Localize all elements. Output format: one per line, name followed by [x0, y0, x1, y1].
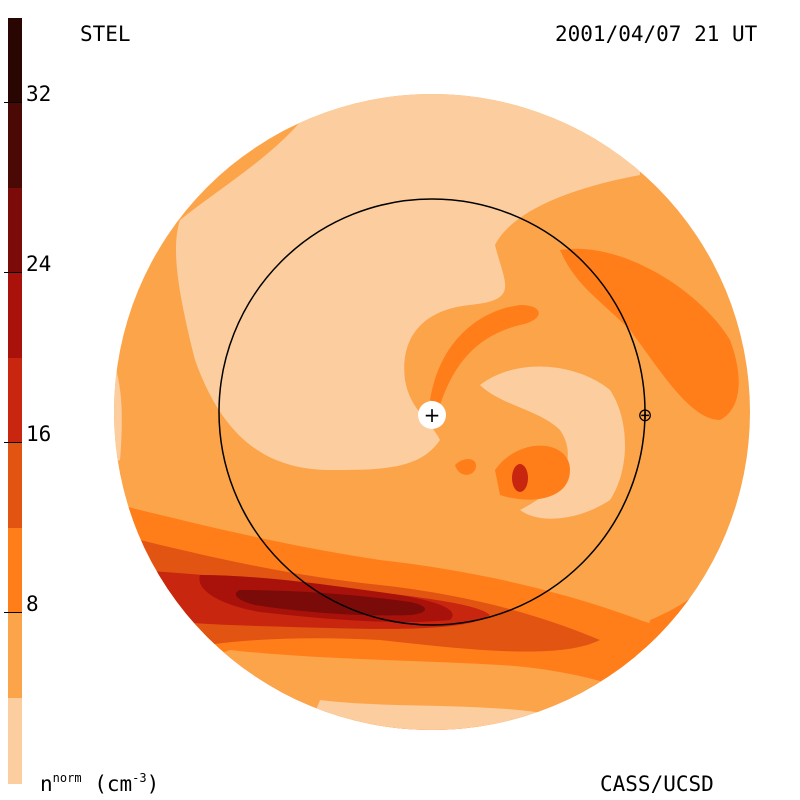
- colorbar-tick-16: [4, 442, 22, 443]
- colorbar-level-0: [8, 18, 22, 104]
- colorbar-level-8: [8, 698, 22, 784]
- density-region-mid-spiral: [430, 305, 539, 405]
- colorbar-level-3: [8, 273, 22, 359]
- density-region-pale-south: [300, 700, 660, 730]
- density-region-pale-east: [480, 366, 625, 519]
- unit-label: nnorm (cm-3): [40, 772, 159, 795]
- colorbar-tick-label: 24: [26, 252, 52, 276]
- colorbar-tick-24: [4, 272, 22, 273]
- timestamp-label: 2001/04/07 21 UT: [555, 22, 758, 46]
- sun-symbol: +: [424, 403, 441, 427]
- density-region-deepest-south: [235, 590, 425, 616]
- density-colorbar: [8, 18, 22, 784]
- observatory-label: STEL: [80, 22, 131, 46]
- colorbar-tick-label: 32: [26, 82, 52, 106]
- colorbar-tick-label: 8: [26, 592, 39, 616]
- unit-base: n: [40, 772, 53, 796]
- density-region-pale-north: [176, 94, 640, 470]
- unit-superscript: norm: [52, 771, 82, 785]
- earth-orbit-circle: [218, 198, 646, 626]
- colorbar-tick-32: [4, 102, 22, 103]
- unit-paren-open: (cm: [81, 772, 133, 796]
- colorbar-level-2: [8, 188, 22, 274]
- colorbar-tick-label: 16: [26, 422, 52, 446]
- unit-paren-close: ): [146, 772, 160, 796]
- sun-marker: [418, 401, 446, 429]
- colorbar-level-6: [8, 528, 22, 614]
- earth-symbol: ⊕: [637, 405, 652, 426]
- colorbar-level-7: [8, 613, 22, 699]
- credit-label: CASS/UCSD: [600, 772, 714, 796]
- colorbar-level-1: [8, 103, 22, 189]
- density-region-mid-small: [455, 458, 476, 475]
- unit-exponent: -3: [132, 771, 147, 785]
- density-region-dark-east-spot: [512, 464, 528, 492]
- colorbar-tick-8: [4, 612, 22, 613]
- density-region-mid-northeast: [560, 248, 739, 420]
- colorbar-level-5: [8, 443, 22, 529]
- colorbar-level-4: [8, 358, 22, 444]
